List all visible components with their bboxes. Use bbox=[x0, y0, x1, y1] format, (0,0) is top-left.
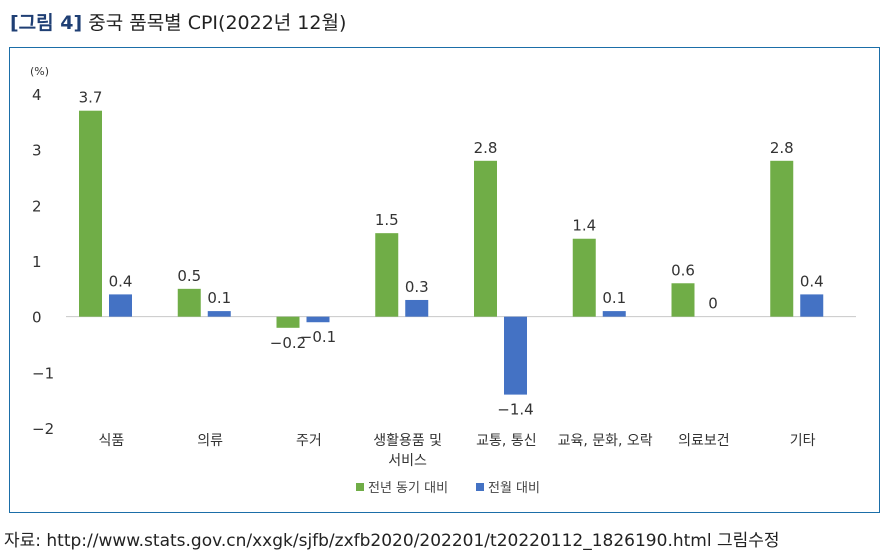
data-label: 0.6 bbox=[671, 261, 695, 279]
bar-mom bbox=[306, 316, 330, 323]
data-label: 3.7 bbox=[79, 89, 103, 107]
category-label: 서비스 bbox=[388, 453, 427, 469]
data-label: −0.1 bbox=[300, 328, 336, 346]
data-label: 0.1 bbox=[602, 289, 626, 307]
figure-tag: [그림 4] bbox=[10, 12, 83, 34]
chart-frame: (%) −2 −1 0 1 2 3 4 3.7 0.5 −0.2 1.5 2.8 1.4 0.6 2.8 0.4… bbox=[9, 47, 880, 513]
data-label: 0.4 bbox=[109, 272, 133, 290]
y-tick-label: −1 bbox=[32, 364, 54, 382]
bar-chart: (%) −2 −1 0 1 2 3 4 3.7 0.5 −0.2 1.5 2.8 1.4 0.6 2.8 0.4… bbox=[30, 65, 856, 496]
bar-mom bbox=[207, 311, 231, 317]
bar-mom bbox=[109, 294, 132, 317]
figure-title-text: 중국 품목별 CPI(2022년 12월) bbox=[88, 12, 347, 34]
y-tick-label: 2 bbox=[32, 197, 42, 215]
category-label: 교육, 문화, 오락 bbox=[558, 433, 653, 449]
y-tick-label: −2 bbox=[32, 420, 54, 438]
category-label: 주거 bbox=[296, 433, 322, 449]
bar-yoy bbox=[474, 160, 497, 317]
data-label: 0.4 bbox=[800, 272, 824, 290]
bar-mom bbox=[504, 316, 527, 395]
y-tick-label: 0 bbox=[32, 309, 42, 327]
data-label: 1.4 bbox=[572, 217, 596, 235]
bar-yoy bbox=[79, 110, 102, 317]
bar-yoy bbox=[375, 233, 399, 317]
bar-yoy bbox=[572, 238, 596, 317]
data-label: 0 bbox=[708, 295, 718, 313]
bar-yoy bbox=[671, 283, 695, 317]
category-label: 기타 bbox=[790, 433, 816, 449]
category-label: 의류 bbox=[197, 433, 223, 449]
bar-yoy bbox=[276, 316, 300, 328]
data-label: −1.4 bbox=[497, 401, 533, 419]
y-tick-label: 4 bbox=[32, 86, 42, 104]
legend-label: 전년 동기 대비 bbox=[368, 481, 448, 496]
bar-yoy bbox=[177, 288, 201, 317]
source-note: 자료: http://www.stats.gov.cn/xxgk/sjfb/zx… bbox=[4, 531, 780, 551]
bar-mom bbox=[602, 311, 626, 317]
bar-mom bbox=[800, 294, 824, 317]
category-label: 교통, 통신 bbox=[476, 433, 536, 449]
category-label: 의료보건 bbox=[678, 433, 730, 449]
figure-title: [그림 4] 중국 품목별 CPI(2022년 12월) bbox=[10, 8, 346, 35]
data-label: −0.2 bbox=[270, 334, 306, 352]
legend-label: 전월 대비 bbox=[488, 481, 540, 496]
category-label: 식품 bbox=[98, 433, 124, 449]
data-label: 0.5 bbox=[177, 267, 201, 285]
legend-swatch bbox=[476, 483, 484, 491]
data-label: 0.1 bbox=[207, 289, 231, 307]
y-tick-label: 3 bbox=[32, 142, 42, 160]
data-label: 2.8 bbox=[770, 139, 794, 157]
category-label: 생활용품 및 bbox=[373, 433, 442, 449]
data-label: 2.8 bbox=[474, 139, 498, 157]
y-tick-label: 1 bbox=[32, 253, 42, 271]
bar-mom bbox=[405, 299, 429, 317]
bar-yoy bbox=[770, 160, 794, 317]
data-label: 0.3 bbox=[405, 278, 429, 296]
legend-swatch bbox=[356, 483, 364, 491]
y-unit-label: (%) bbox=[30, 65, 49, 78]
data-label: 1.5 bbox=[375, 211, 399, 229]
